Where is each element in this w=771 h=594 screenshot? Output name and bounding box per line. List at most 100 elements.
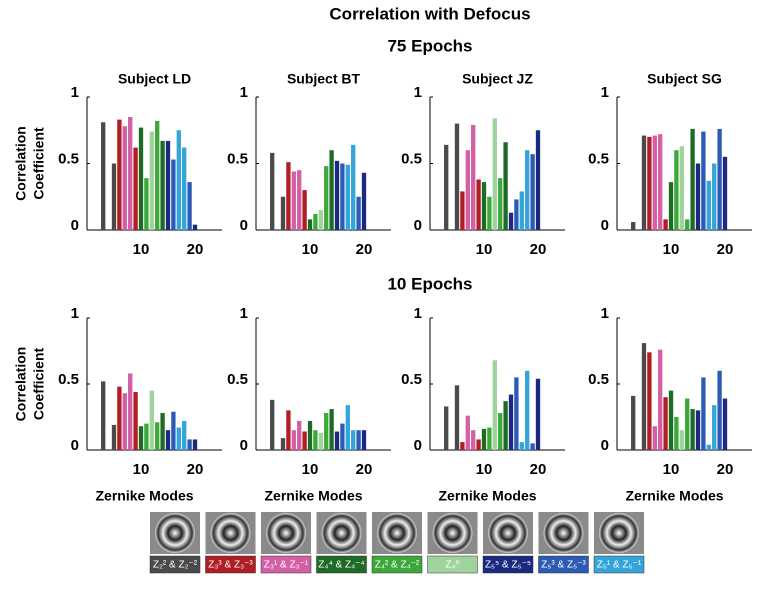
bar [171,412,175,450]
bar [182,148,186,230]
y-tick-label: 0 [240,437,248,454]
bar [292,171,296,230]
bar [647,137,651,230]
bar [653,426,657,450]
row-title: 10 Epochs [387,274,472,293]
bar [493,118,497,230]
bar [680,430,684,450]
bar [160,141,164,230]
bar [150,391,154,450]
bar [329,150,333,230]
bar [297,421,301,450]
bar [444,145,448,230]
x-tick-label: 20 [530,241,547,258]
bar [356,197,360,230]
y-tick-label: 0 [71,217,79,234]
bar [487,428,491,450]
x-tick-label: 10 [476,461,493,478]
bar [669,391,673,450]
bar [177,130,181,230]
bar [362,173,366,230]
y-tick-label: 0 [601,437,609,454]
bar [155,422,159,450]
bar [292,430,296,450]
legend-label: Z₅¹ & Z₅⁻¹ [597,560,642,571]
x-tick-label: 10 [133,461,150,478]
bar [723,157,727,230]
bar [144,424,148,450]
y-tick-label: 0 [414,437,422,454]
bar [101,122,105,230]
bar [525,371,529,450]
bar [297,170,301,230]
bar [455,385,459,450]
x-tick-label: 20 [356,241,373,258]
x-tick-label: 10 [133,241,150,258]
bar [466,416,470,450]
bar [117,120,121,230]
bar [150,132,154,230]
bar [536,130,540,230]
bar [696,410,700,450]
bar [509,395,513,450]
bar [123,393,127,450]
bar [101,381,105,450]
bar [669,182,673,230]
bar [642,136,646,230]
x-axis-label: Zernike Modes [438,488,536,504]
y-tick-label: 0 [414,217,422,234]
bar [466,150,470,230]
bar [690,409,694,450]
bar [171,160,175,230]
bar [642,343,646,450]
chart-title: Subject JZ [462,71,533,87]
bar [476,439,480,450]
bar [482,182,486,230]
bar [133,148,137,230]
bar [712,405,716,450]
bar [346,165,350,230]
bar [139,128,143,230]
bar [696,164,700,231]
bar [270,153,274,230]
bar [520,442,524,450]
y-tick-label: 1 [414,305,422,322]
bar [166,430,170,450]
mode-icon [377,513,417,553]
bar [351,145,355,230]
y-tick-label: 0.5 [588,150,609,167]
bar [356,430,360,450]
x-tick-label: 20 [356,461,373,478]
bar [351,430,355,450]
bar [302,190,306,230]
legend-label: Z₂² & Z₂⁻² [153,560,198,571]
bar [514,377,518,450]
bar [530,443,534,450]
bar [286,410,290,450]
bar [144,178,148,230]
bar [182,421,186,450]
bar [707,445,711,450]
figure: Correlation with Defocus 75 Epochs 10 Ep… [0,0,771,594]
chart-title: Subject LD [118,71,191,87]
bar [685,399,689,450]
bar [460,191,464,230]
bar [281,438,285,450]
y-tick-label: 0.5 [401,371,422,388]
bar [302,432,306,450]
bar [658,134,662,230]
mode-icon [322,513,362,553]
bar [123,126,127,230]
legend-label: Z₃³ & Z₃⁻³ [208,560,253,571]
bar [503,142,507,230]
bar [187,439,191,450]
y-tick-label: 0 [71,437,79,454]
bar [340,164,344,231]
bar [487,197,491,230]
bar [324,166,328,230]
y-tick-label: 1 [601,84,609,101]
bar [647,352,651,450]
y-tick-label: 1 [71,84,79,101]
bar [281,197,285,230]
mode-icon [488,513,528,553]
